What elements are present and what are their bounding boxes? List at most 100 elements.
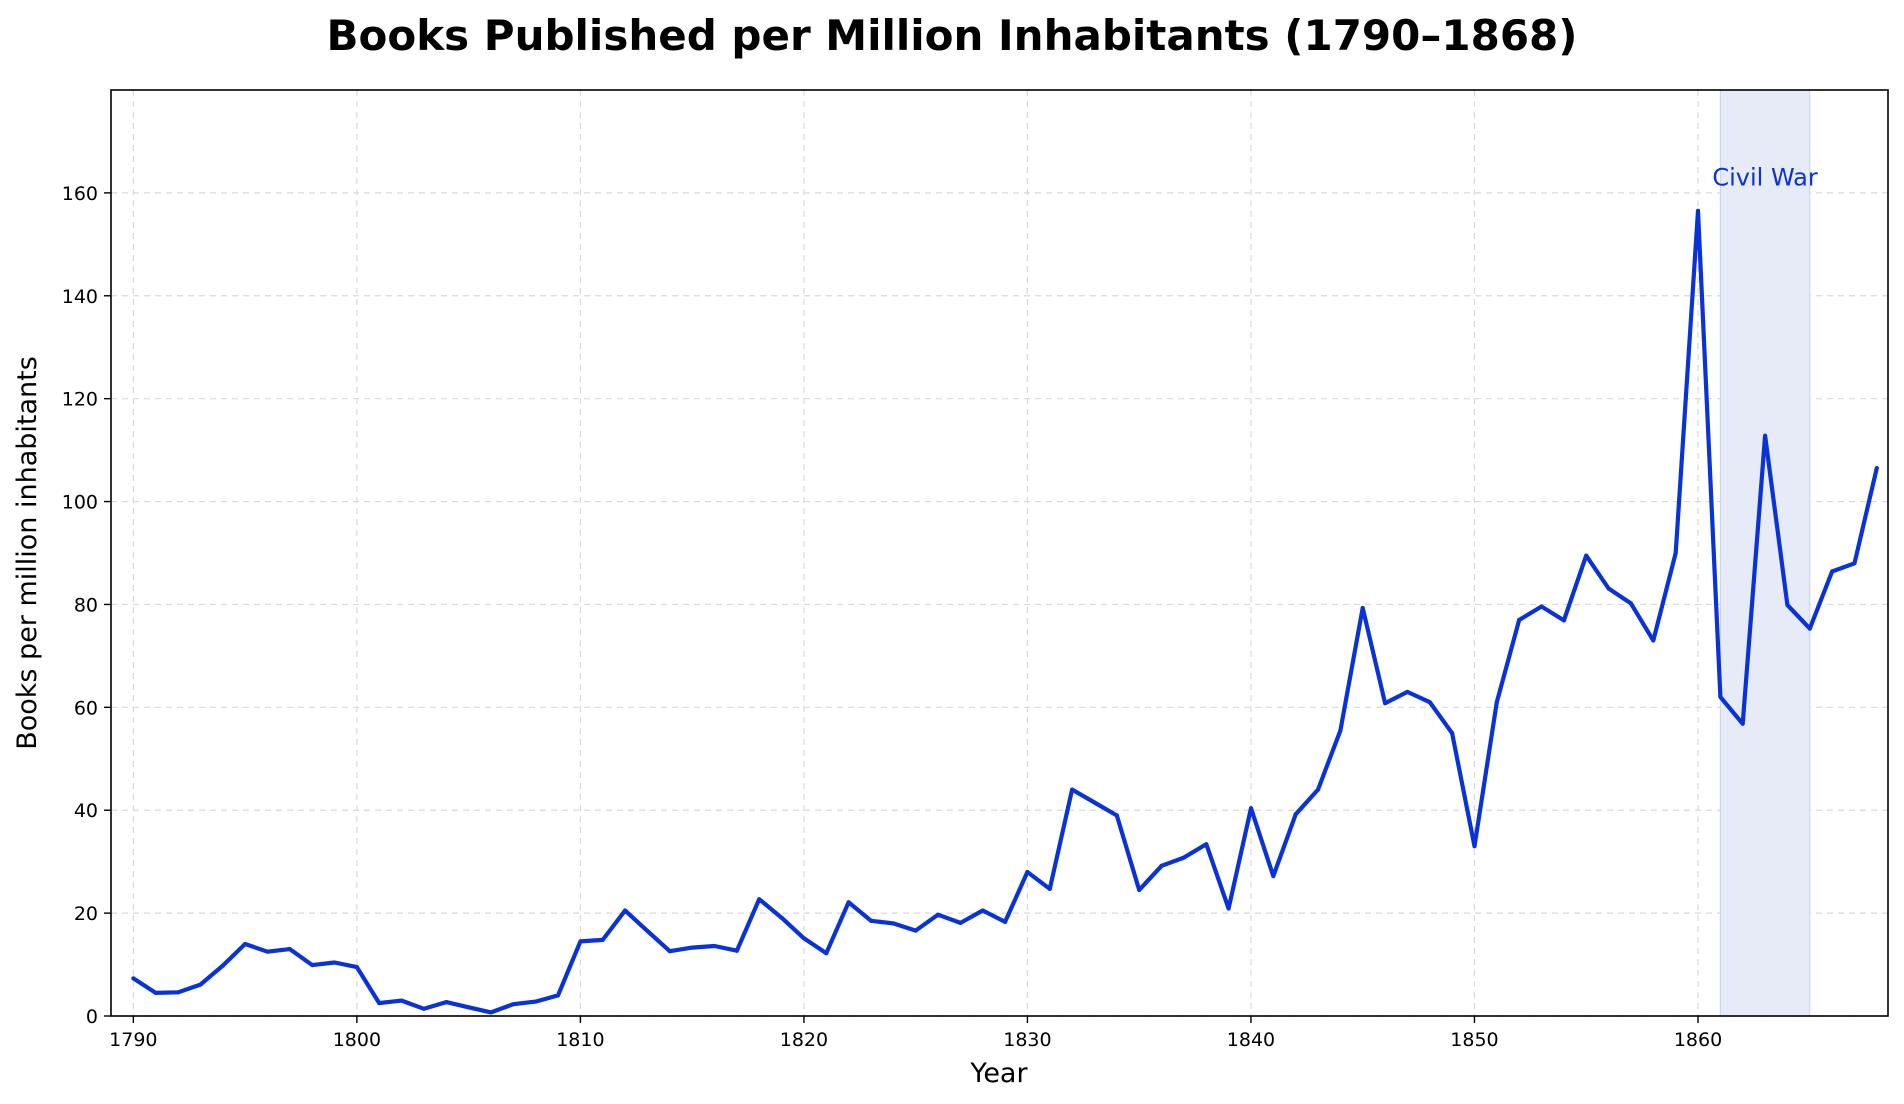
data-point (1383, 701, 1388, 706)
data-point (1651, 638, 1656, 643)
y-axis-ticks: 0 20 40 60 80 100 120 140 160 (62, 183, 111, 1028)
data-point (1852, 561, 1857, 566)
data-point (779, 915, 784, 920)
data-point (1718, 695, 1723, 699)
data-point (1450, 731, 1455, 736)
data-point (1807, 626, 1812, 631)
data-point (1785, 603, 1790, 607)
x-axis-ticks: 1790 1800 1810 1820 1830 1840 1850 1860 (109, 1016, 1722, 1051)
data-point (489, 1010, 493, 1015)
data-point (1584, 553, 1589, 558)
data-point (667, 949, 672, 954)
y-tick-label: 160 (62, 183, 98, 205)
data-point (1494, 700, 1499, 705)
data-point (220, 963, 225, 968)
data-point (1025, 870, 1030, 874)
x-tick-label: 1820 (780, 1029, 828, 1051)
data-point (1114, 813, 1119, 818)
data-point (1517, 617, 1522, 622)
data-point (421, 1006, 426, 1011)
data-point (936, 912, 940, 917)
data-point (287, 947, 292, 952)
grid-lines (111, 90, 1888, 1017)
x-tick-label: 1790 (109, 1029, 157, 1051)
x-tick-label: 1800 (333, 1029, 381, 1051)
x-axis-label: Year (969, 1058, 1028, 1089)
data-point (1405, 689, 1410, 694)
data-point (1204, 842, 1209, 847)
x-tick-label: 1850 (1450, 1029, 1498, 1051)
data-point (846, 900, 851, 905)
data-point (176, 990, 181, 995)
data-point (1696, 208, 1700, 213)
data-point (1673, 551, 1678, 555)
data-point (1472, 844, 1477, 849)
data-point (757, 897, 762, 902)
x-tick-label: 1810 (556, 1029, 604, 1051)
data-point (712, 944, 717, 948)
data-point (332, 960, 337, 965)
civil-war-band (1719, 89, 1811, 1017)
data-point (1271, 874, 1276, 879)
y-tick-label: 100 (62, 492, 98, 514)
y-tick-label: 40 (74, 800, 98, 822)
data-point (1137, 888, 1142, 892)
data-point (466, 1005, 471, 1010)
data-point (891, 921, 896, 926)
data-point (377, 1001, 382, 1006)
data-point (913, 928, 918, 933)
series-line (131, 208, 1879, 1015)
data-point (131, 976, 136, 981)
data-point (198, 982, 203, 987)
data-point (1561, 618, 1566, 623)
data-point (1360, 606, 1365, 610)
data-series (131, 208, 1879, 1015)
data-point (1427, 700, 1432, 705)
civil-war-shade (1719, 89, 1811, 1017)
data-point (1316, 787, 1320, 792)
data-point (310, 963, 315, 968)
data-point (444, 1000, 449, 1005)
x-tick-label: 1860 (1674, 1029, 1722, 1051)
y-tick-label: 60 (74, 697, 98, 719)
y-tick-label: 0 (86, 1006, 98, 1028)
data-point (1092, 800, 1097, 805)
data-point (533, 999, 538, 1004)
civil-war-label: Civil War (1712, 163, 1817, 191)
data-point (1003, 919, 1008, 924)
data-point (824, 951, 829, 956)
plot-frame (110, 89, 1889, 1017)
data-point (1181, 855, 1186, 860)
data-point (1047, 886, 1052, 891)
y-tick-label: 20 (74, 903, 98, 925)
data-point (399, 998, 404, 1003)
data-point (1338, 728, 1343, 733)
data-point (801, 936, 806, 941)
data-point (623, 908, 628, 913)
data-point (1874, 466, 1879, 471)
data-point (600, 937, 605, 942)
data-point (556, 993, 560, 998)
data-point (1070, 787, 1075, 792)
y-tick-label: 120 (62, 389, 98, 411)
x-tick-label: 1840 (1227, 1029, 1275, 1051)
data-point (354, 965, 359, 970)
data-point (1159, 863, 1164, 868)
data-point (1740, 721, 1745, 726)
chart-title: Books Published per Million Inhabitants … (327, 11, 1578, 60)
data-point (734, 948, 739, 953)
data-point (645, 929, 650, 934)
data-point (1830, 569, 1835, 574)
data-point (578, 939, 583, 944)
data-point (243, 942, 248, 946)
data-point (265, 949, 270, 954)
data-point (1226, 906, 1231, 911)
y-tick-label: 140 (62, 286, 98, 308)
data-point (153, 990, 158, 995)
data-point (511, 1002, 516, 1007)
data-point (690, 945, 695, 950)
data-point (1628, 601, 1633, 606)
data-point (869, 918, 873, 923)
data-point (958, 920, 963, 925)
data-point (1763, 433, 1768, 438)
